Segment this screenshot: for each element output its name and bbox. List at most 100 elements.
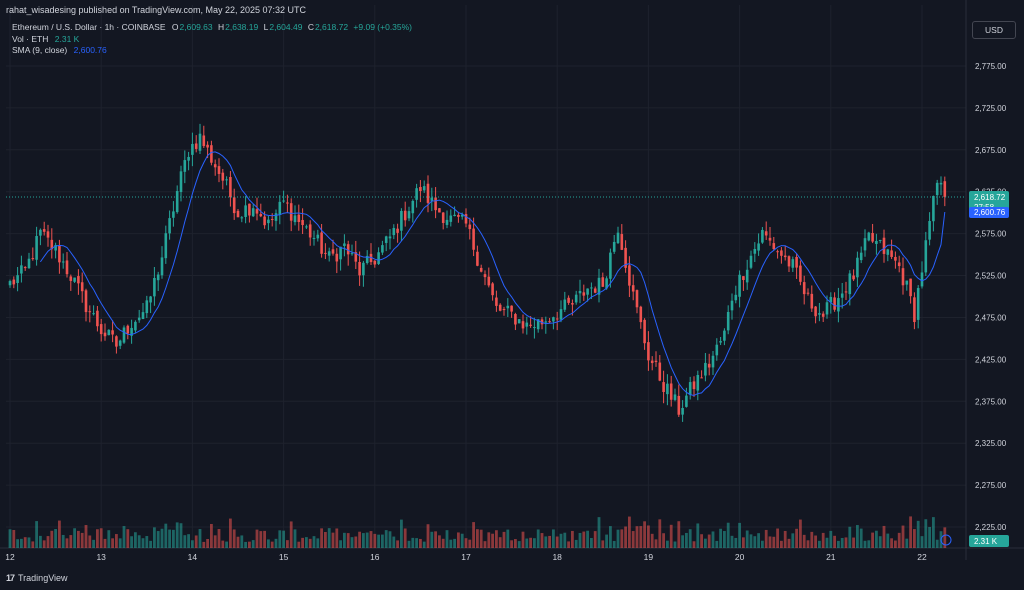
volume-bar [229,518,232,548]
currency-button[interactable]: USD [972,21,1016,39]
volume-bar [916,520,920,548]
volume-bar [829,530,833,548]
candle-body [126,325,130,334]
candle-body [35,235,38,260]
symbol-title[interactable]: Ethereum / U.S. Dollar · 1h · COINBASE [12,22,166,32]
volume-bar [897,532,901,548]
candle-body [12,279,16,285]
volume-bar [856,525,859,548]
tradingview-logo[interactable]: 17 TradingView [6,573,68,583]
candle-body [833,297,836,310]
candle-body [582,292,586,296]
candle-body [453,214,456,217]
volume-bar [232,529,236,548]
volume-bar [457,532,460,548]
volume-bar [726,522,730,548]
candle-body [69,276,73,281]
sma-label[interactable]: SMA (9, close) [12,45,68,55]
legend-row-sma: SMA (9, close) 2,600.76 [12,45,412,57]
volume-bar [673,541,677,548]
tradingview-logo-text: TradingView [18,573,68,583]
candle-body [631,285,635,292]
volume-bar [339,540,342,548]
candle-body [335,253,339,262]
volume-bar [92,539,95,548]
candle-body [818,313,821,315]
candle-body [270,218,274,220]
candle-body [403,210,407,221]
candle-body [221,172,225,181]
volume-bar [115,534,118,548]
candle-body [597,277,601,295]
candle-body [324,252,327,254]
volume-last-tag [969,535,1009,547]
volume-bar [346,533,350,548]
sma-price-label: 2,600.76 [974,208,1006,217]
volume-bar [704,538,707,548]
volume-bar [362,533,365,548]
volume-bar [692,541,696,548]
candle-body [267,219,270,224]
volume-bar [620,529,624,548]
candle-body [96,310,99,327]
volume-bar [369,531,373,548]
volume-bar [852,537,855,548]
volume-label[interactable]: Vol · ETH [12,33,49,44]
volume-bar [244,541,247,548]
x-tick-label: 19 [644,552,654,562]
y-tick-label: 2,775.00 [975,62,1007,71]
volume-bar [871,532,874,548]
y-tick-label: 2,375.00 [975,397,1007,406]
candle-body [734,294,738,301]
candle-body [563,299,567,310]
volume-bar [745,530,749,548]
volume-bar [343,532,346,548]
candle-body [343,243,346,246]
volume-bar [913,529,916,548]
price-axis[interactable]: 2,225.00 2,275.00 2,325.00 2,375.00 2,425.00… [969,62,1009,547]
candle-body [909,278,912,297]
volume-bar [639,526,643,548]
candle-body [742,276,745,281]
candle-body [780,250,783,256]
volume-bar [221,540,225,548]
candle-body [301,220,304,226]
volume-bar [749,534,753,548]
candle-body [624,247,627,268]
candle-body [92,313,95,315]
candle-body [559,309,563,320]
volume-bar [495,530,498,548]
candle-body [943,181,947,197]
volume-bar [301,537,304,548]
volume-bar [122,526,126,548]
volume-bar [536,529,540,548]
candle-body [886,249,890,255]
volume-bar [635,526,639,548]
candle-body [179,171,183,192]
candle-body [529,324,532,326]
volume-bar [818,540,821,548]
volume-bar [555,536,559,548]
candle-body [107,329,111,336]
volume-bar [217,529,221,548]
volume-bar [685,532,688,548]
candle-body [730,300,734,311]
y-tick-label: 2,725.00 [975,104,1007,113]
volume-bar [23,537,27,548]
candle-body [396,228,399,233]
candle-body [232,197,236,214]
candle-body [719,341,722,343]
candle-body [183,160,187,172]
candle-body [620,234,624,250]
candle-body [308,224,312,238]
candle-body [552,317,555,322]
candle-body [863,238,867,251]
volume-bar [920,536,924,548]
volume-bar [681,535,684,548]
volume-bar [533,538,536,548]
candle-body [369,253,373,263]
candle-body [202,135,206,147]
volume-bar [392,536,396,548]
time-axis[interactable]: 12 13 14 15 16 17 18 19 20 21 22 [5,552,927,562]
